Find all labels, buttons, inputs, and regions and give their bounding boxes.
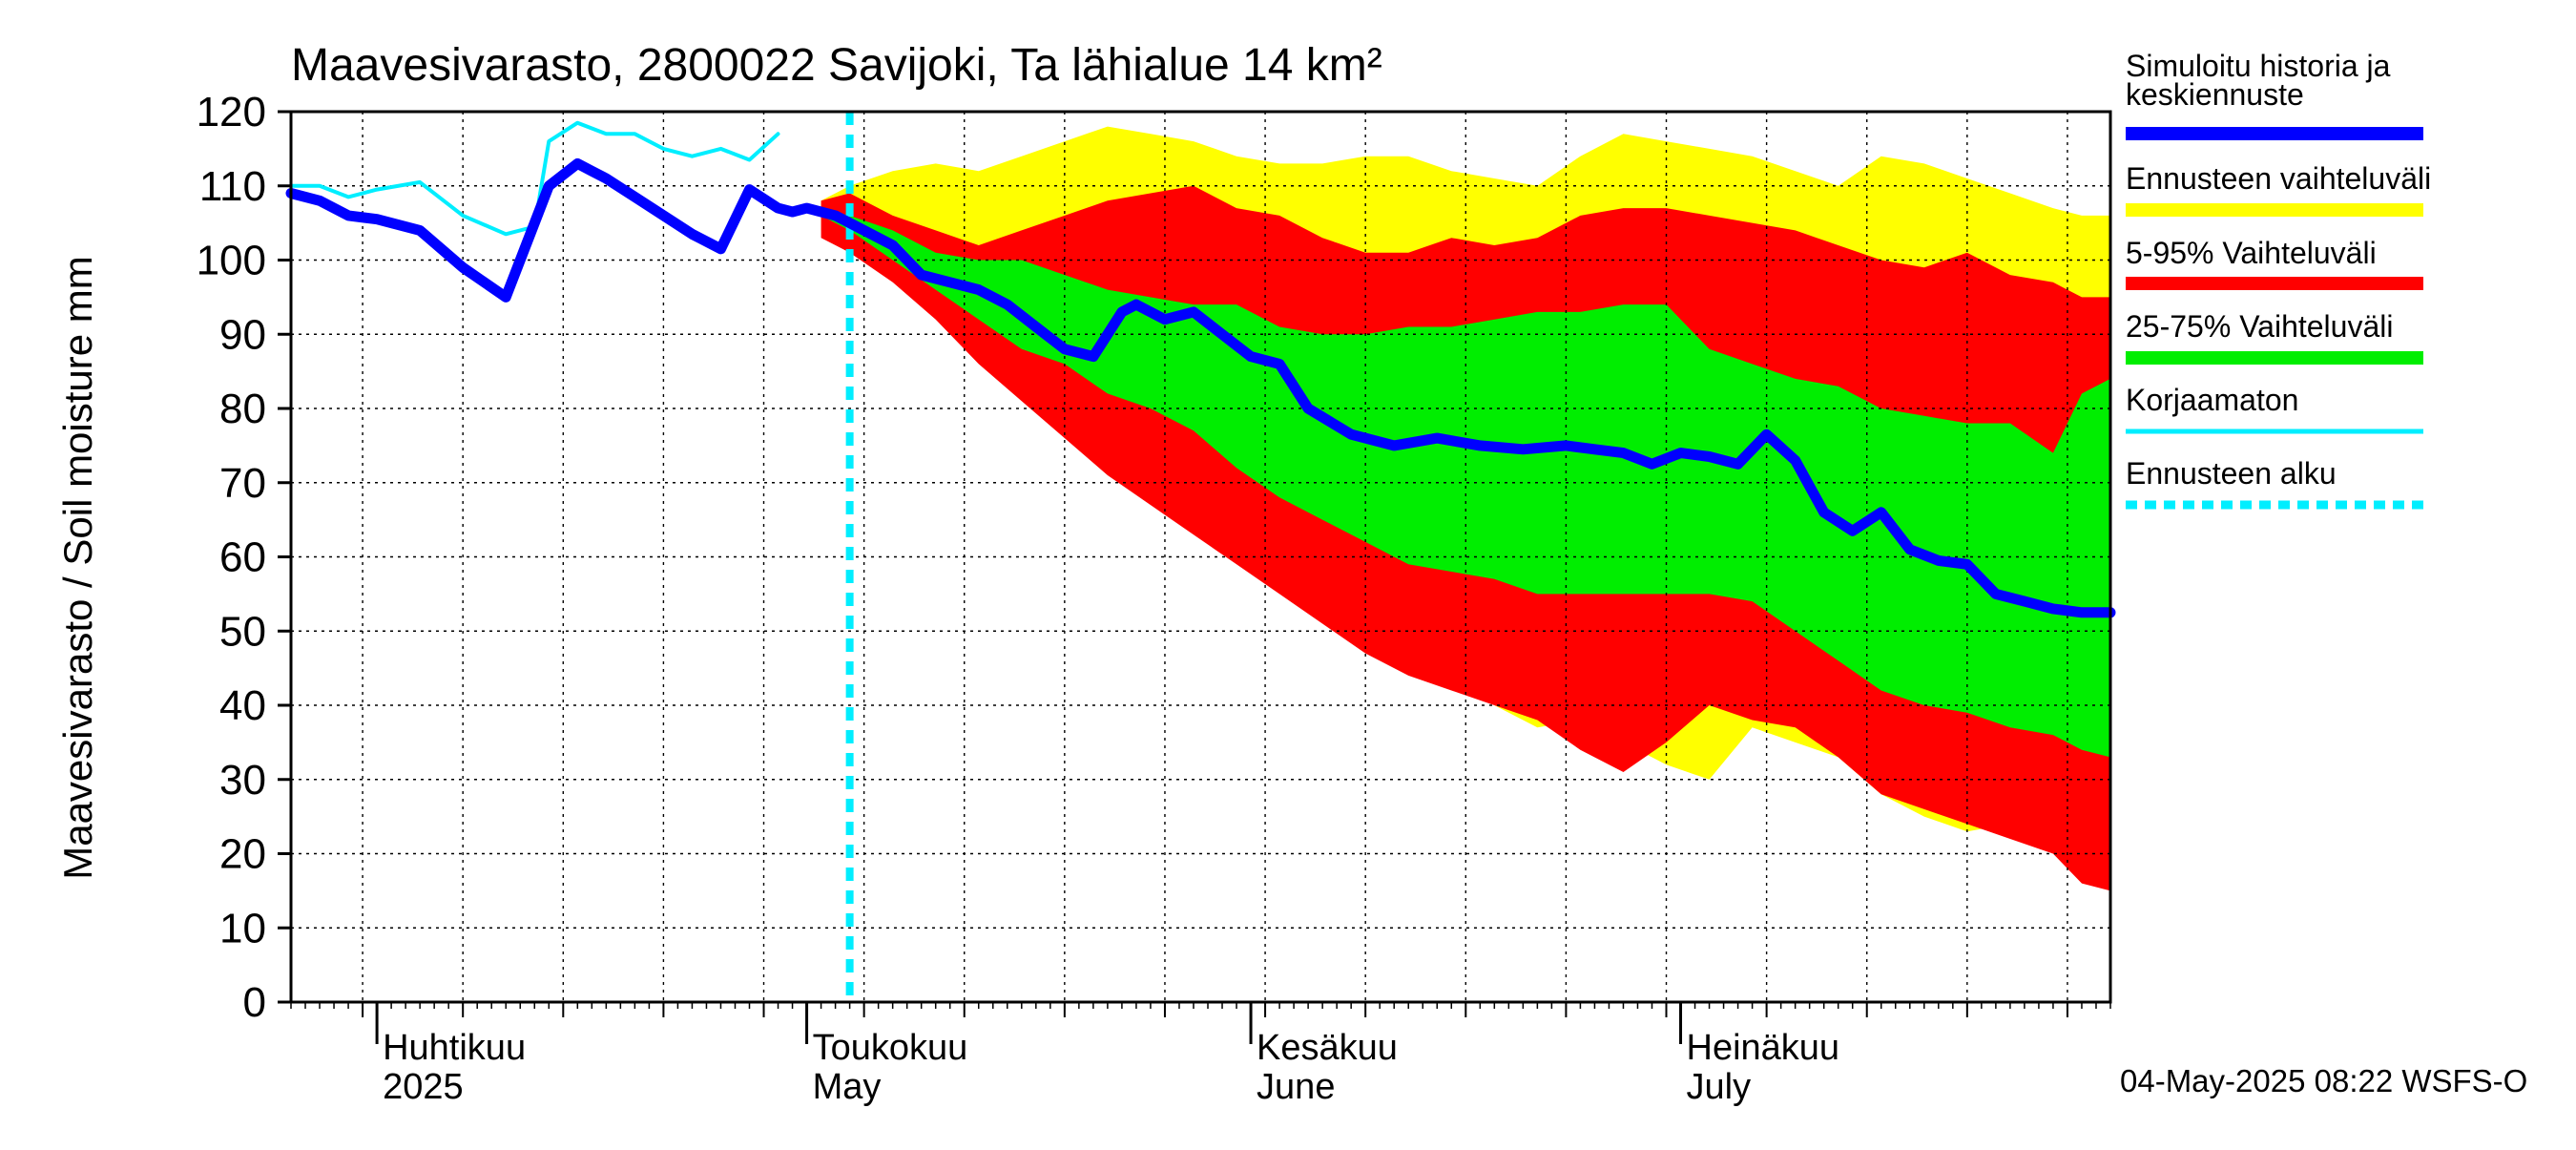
y-tick-label: 20	[219, 831, 266, 878]
series-lines	[285, 112, 2116, 1002]
y-tick-label: 10	[219, 905, 266, 951]
timestamp-footer: 04-May-2025 08:22 WSFS-O	[2120, 1063, 2527, 1098]
y-tick-label: 30	[219, 757, 266, 804]
legend-label: 5-95% Vaihteluväli	[2126, 236, 2377, 270]
month-label-en: May	[813, 1067, 882, 1107]
legend-label-history-line2: keskiennuste	[2126, 77, 2304, 112]
band-25-75	[821, 208, 2110, 758]
legend-label: Korjaamaton	[2126, 383, 2298, 417]
month-label-en: 2025	[383, 1067, 464, 1107]
y-tick-label: 50	[219, 608, 266, 655]
y-tick-label: 70	[219, 460, 266, 507]
y-tick-label: 120	[197, 89, 266, 136]
axes: 0 10 20 30 40 50 60 70 80 90 100 110 120 Huhtikuu2025…	[197, 89, 2112, 1107]
month-label-en: June	[1257, 1067, 1335, 1107]
legend-label: 25-75% Vaihteluväli	[2126, 309, 2393, 344]
grid-lines	[291, 111, 2110, 1002]
korjaamaton-line	[289, 120, 780, 237]
legend-label-history-line1: Simuloitu historia ja	[2126, 49, 2391, 83]
chart-title: Maavesivarasto, 2800022 Savijoki, Ta läh…	[291, 40, 1382, 91]
month-label-fi: Toukokuu	[813, 1028, 968, 1068]
month-label-fi: Heinäkuu	[1687, 1028, 1840, 1068]
y-tick-label: 0	[243, 979, 266, 1026]
month-label-en: July	[1687, 1067, 1752, 1107]
y-axis-label: Maavesivarasto / Soil moisture mm	[55, 256, 100, 880]
y-tick-label: 60	[219, 534, 266, 581]
y-tick-label: 110	[199, 163, 266, 210]
month-label-fi: Kesäkuu	[1257, 1028, 1398, 1068]
y-tick-label: 40	[219, 682, 266, 729]
y-tick-label: 80	[219, 386, 266, 432]
legend-label: Ennusteen vaihteluväli	[2126, 161, 2431, 196]
y-tick-label: 100	[197, 238, 266, 284]
month-label-fi: Huhtikuu	[383, 1028, 526, 1068]
y-tick-label: 90	[219, 311, 266, 358]
legend-label: Ennusteen alku	[2126, 456, 2337, 491]
chart-text: Maavesivarasto, 2800022 Savijoki, Ta läh…	[55, 40, 2527, 1098]
history-median-line	[285, 157, 2116, 618]
